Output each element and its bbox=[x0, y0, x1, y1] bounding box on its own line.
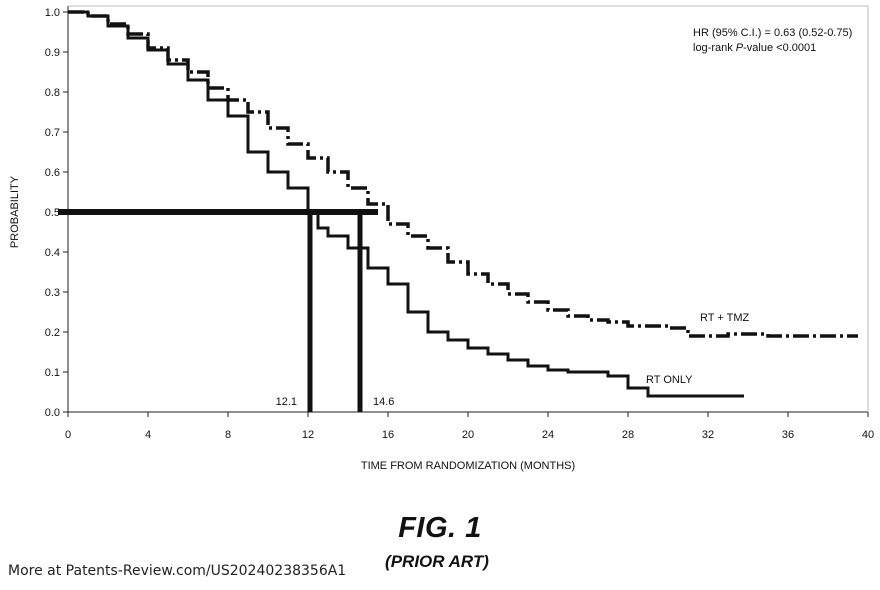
x-tick-label: 24 bbox=[542, 429, 554, 441]
x-tick-label: 4 bbox=[145, 429, 151, 441]
y-tick-label: 0.6 bbox=[45, 167, 60, 179]
y-tick-label: 0.0 bbox=[45, 407, 60, 419]
x-tick-label: 0 bbox=[65, 429, 71, 441]
y-tick-label: 0.4 bbox=[45, 247, 60, 259]
median-lines bbox=[58, 212, 378, 412]
x-tick-label: 8 bbox=[225, 429, 231, 441]
series-line-rt-tmz bbox=[68, 12, 858, 336]
median-label-rt-only: 12.1 bbox=[276, 396, 297, 408]
log-rank-annotation: log-rank P-value <0.0001 bbox=[693, 42, 816, 54]
y-tick-label: 1.0 bbox=[45, 7, 60, 19]
km-survival-chart: 0 4 8 12 16 20 24 28 32 36 40 0.0 0.1 0.2 0.3 0.4 0.5 0.… bbox=[0, 0, 880, 505]
y-tick-label: 0.1 bbox=[45, 367, 60, 379]
series-label-rt-tmz: RT + TMZ bbox=[700, 312, 749, 324]
x-tick-label: 36 bbox=[782, 429, 794, 441]
y-axis-label: PROBABILITY bbox=[9, 175, 21, 248]
log-rank-prefix: log-rank bbox=[693, 42, 736, 54]
y-tick-label: 0.8 bbox=[45, 87, 60, 99]
x-tick-label: 12 bbox=[302, 429, 314, 441]
figure-title: FIG. 1 bbox=[380, 512, 500, 545]
x-tick-label: 40 bbox=[862, 429, 874, 441]
survival-curves bbox=[68, 12, 858, 396]
x-tick-label: 32 bbox=[702, 429, 714, 441]
y-tick-label: 0.9 bbox=[45, 47, 60, 59]
y-tick-label: 0.5 bbox=[45, 207, 60, 219]
median-label-rt-tmz: 14.6 bbox=[373, 396, 394, 408]
hazard-ratio-annotation: HR (95% C.I.) = 0.63 (0.52-0.75) bbox=[693, 27, 852, 39]
x-tick-label: 16 bbox=[382, 429, 394, 441]
log-rank-suffix: -value <0.0001 bbox=[743, 42, 816, 54]
x-tick-label: 20 bbox=[462, 429, 474, 441]
series-line-rt-only bbox=[68, 12, 744, 396]
x-axis-ticks: 0 4 8 12 16 20 24 28 32 36 40 bbox=[65, 412, 874, 441]
figure-subtitle: (PRIOR ART) bbox=[366, 552, 508, 572]
series-label-rt-only: RT ONLY bbox=[646, 374, 693, 386]
x-tick-label: 28 bbox=[622, 429, 634, 441]
y-tick-label: 0.2 bbox=[45, 327, 60, 339]
y-tick-label: 0.7 bbox=[45, 127, 60, 139]
y-tick-label: 0.3 bbox=[45, 287, 60, 299]
x-axis-label: TIME FROM RANDOMIZATION (MONTHS) bbox=[361, 460, 575, 472]
source-footer: More at Patents-Review.com/US20240238356… bbox=[8, 563, 346, 579]
